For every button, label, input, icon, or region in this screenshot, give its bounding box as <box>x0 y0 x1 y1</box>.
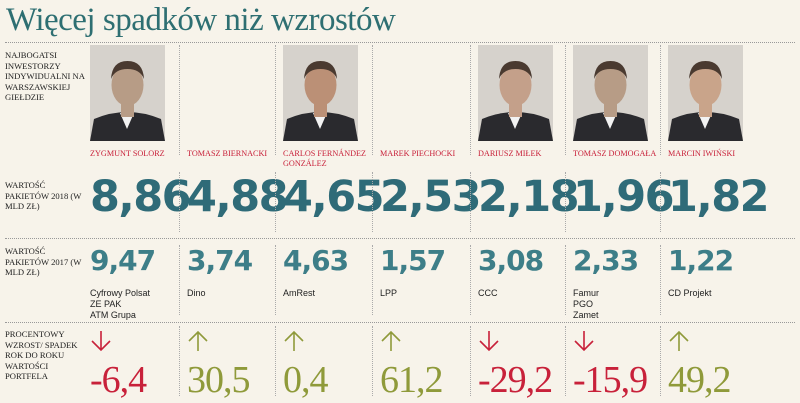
investor-name: Tomasz Domogała <box>573 149 657 158</box>
arrow-up-icon <box>668 329 690 358</box>
value-2017: 3,74 <box>187 244 253 277</box>
column-divider <box>275 326 276 396</box>
investor-column: Marcin Iwiński 1,82 1,22 CD Projekt 49,2 <box>660 0 770 403</box>
value-2018: 1,96 <box>573 172 675 222</box>
column-divider <box>275 45 276 155</box>
percent-change: 0,4 <box>283 359 328 401</box>
company-list: AmRest <box>283 288 315 299</box>
column-divider <box>179 326 180 396</box>
change-label: Procentowy wzrost/ spadek rok do roku wa… <box>5 329 78 381</box>
column-divider <box>372 172 373 232</box>
value-2018: 2,53 <box>380 172 482 222</box>
rule-bottom <box>5 322 795 323</box>
column-divider <box>660 172 661 232</box>
company-name: Cyfrowy Polsat <box>90 288 151 298</box>
investor-column: Zygmunt Solorz 8,86 9,47 Cyfrowy Polsat ZE P… <box>90 0 192 403</box>
investor-column: Marek Piechocki 2,53 1,57 LPP 61,2 <box>372 0 482 403</box>
company-name: AmRest <box>283 288 316 298</box>
percent-change: 30,5 <box>187 359 250 401</box>
investor-column: Dariusz Miłek 2,18 3,08 CCC -29,2 <box>470 0 580 403</box>
column-divider <box>565 45 566 155</box>
value-2017: 1,57 <box>380 244 446 277</box>
company-list: Dino <box>187 288 206 299</box>
company-list: Cyfrowy Polsat ZE PAK ATM Grupa <box>90 288 150 321</box>
company-list: CD Projekt <box>668 288 712 299</box>
percent-change: -15,9 <box>573 359 648 401</box>
column-divider <box>179 172 180 232</box>
portrait-photo <box>478 45 553 141</box>
company-name: Famur <box>573 288 600 298</box>
value-2018-label: Wartość pakietów 2018 (w mld zł) <box>5 180 82 211</box>
rule-middle <box>5 238 795 239</box>
arrow-down-icon <box>90 329 112 358</box>
portrait-photo <box>668 45 743 141</box>
investor-column: Tomasz Domogała 1,96 2,33 Famur PGO Zamet -15,… <box>565 0 675 403</box>
rule-top <box>5 42 795 43</box>
value-2018: 1,82 <box>668 172 770 222</box>
column-divider <box>275 172 276 232</box>
investor-name: Marcin Iwiński <box>668 149 736 158</box>
column-divider <box>372 245 373 315</box>
column-divider <box>470 326 471 396</box>
company-name: PGO <box>573 299 594 309</box>
value-2018: 2,18 <box>478 172 580 222</box>
column-divider <box>565 326 566 396</box>
investor-column: Carlos Fernández González 4,65 4,63 AmRest 0… <box>275 0 385 403</box>
company-name: ATM Grupa <box>90 310 136 320</box>
column-divider <box>179 45 180 155</box>
value-2018: 8,86 <box>90 172 192 222</box>
company-name: ZE PAK <box>90 299 122 309</box>
company-list: Famur PGO Zamet <box>573 288 599 321</box>
column-divider <box>372 45 373 155</box>
percent-change: -6,4 <box>90 359 147 401</box>
column-divider <box>470 172 471 232</box>
column-divider <box>565 245 566 315</box>
value-2017: 3,08 <box>478 244 544 277</box>
arrow-down-icon <box>478 329 500 358</box>
investor-name: Zygmunt Solorz <box>90 149 165 158</box>
value-2017: 4,63 <box>283 244 349 277</box>
value-2017-label: Wartość pakietów 2017 (w mld zł) <box>5 246 82 277</box>
portrait-photo <box>283 45 358 141</box>
value-2018: 4,88 <box>187 172 289 222</box>
percent-change: 49,2 <box>668 359 731 401</box>
column-divider <box>372 326 373 396</box>
column-divider <box>275 245 276 315</box>
arrow-up-icon <box>380 329 402 358</box>
page-title: Więcej spadków niż wzrostów <box>6 2 396 38</box>
company-list: LPP <box>380 288 397 299</box>
column-divider <box>660 245 661 315</box>
value-2017: 1,22 <box>668 244 734 277</box>
investor-name: Dariusz Miłek <box>478 149 542 158</box>
investor-name: Marek Piechocki <box>380 149 456 158</box>
column-divider <box>470 45 471 155</box>
portrait-photo <box>90 45 165 141</box>
company-name: Zamet <box>573 310 599 320</box>
investor-column: Tomasz Biernacki 4,88 3,74 Dino 30,5 <box>179 0 289 403</box>
arrow-up-icon <box>283 329 305 358</box>
company-name: Dino <box>187 288 206 298</box>
percent-change: 61,2 <box>380 359 443 401</box>
arrow-up-icon <box>187 329 209 358</box>
column-divider <box>470 245 471 315</box>
company-list: CCC <box>478 288 498 299</box>
investor-name: Tomasz Biernacki <box>187 149 268 158</box>
company-name: LPP <box>380 288 398 298</box>
header-label: Najbogatsi inwestorzy indywidualni na Wa… <box>5 50 85 102</box>
value-2018: 4,65 <box>283 172 385 222</box>
investor-name: Carlos Fernández González <box>283 149 367 168</box>
column-divider <box>660 326 661 396</box>
column-divider <box>179 245 180 315</box>
arrow-down-icon <box>573 329 595 358</box>
percent-change: -29,2 <box>478 359 553 401</box>
value-2017: 2,33 <box>573 244 639 277</box>
company-name: CCC <box>478 288 498 298</box>
portrait-photo <box>573 45 648 141</box>
value-2017: 9,47 <box>90 244 156 277</box>
company-name: CD Projekt <box>668 288 712 298</box>
column-divider <box>565 172 566 232</box>
column-divider <box>660 45 661 155</box>
